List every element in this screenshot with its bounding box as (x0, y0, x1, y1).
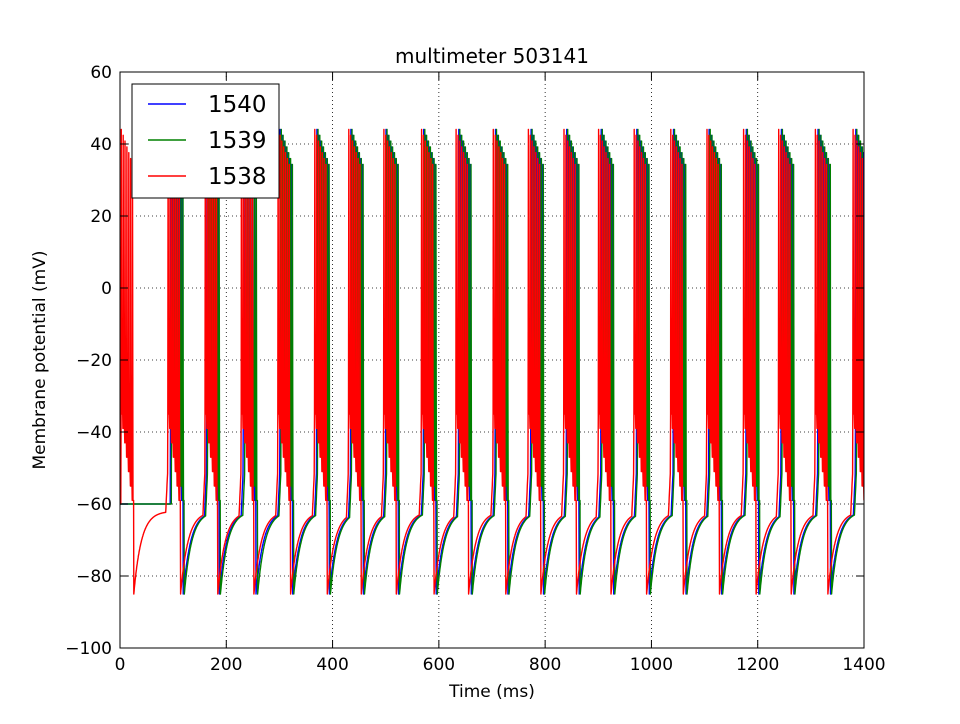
x-tick-label: 1200 (736, 655, 779, 675)
x-tick-label: 1000 (630, 655, 673, 675)
legend-label-1539: 1539 (208, 128, 267, 154)
x-axis-label: Time (ms) (448, 682, 535, 702)
x-tick-label: 800 (529, 655, 561, 675)
legend: 1540 1539 1538 (132, 84, 279, 198)
legend-label-1540: 1540 (208, 92, 267, 118)
x-tick-label: 0 (115, 655, 126, 675)
legend-label-1538: 1538 (208, 164, 267, 190)
x-tick-label: 400 (316, 655, 348, 675)
x-tick-label: 1400 (842, 655, 885, 675)
y-tick-label: −100 (65, 639, 112, 659)
x-tick-label: 600 (423, 655, 455, 675)
y-tick-label: 40 (90, 135, 112, 155)
y-tick-label: 20 (90, 207, 112, 227)
chart-title: multimeter 503141 (395, 44, 589, 68)
y-tick-label: 60 (90, 63, 112, 83)
y-axis-label: Membrane potential (mV) (30, 251, 50, 470)
y-tick-label: −60 (76, 495, 112, 515)
y-tick-label: 0 (101, 279, 112, 299)
x-tick-label: 200 (210, 655, 242, 675)
y-tick-label: −80 (76, 567, 112, 587)
y-tick-label: −40 (76, 423, 112, 443)
y-tick-label: −20 (76, 351, 112, 371)
